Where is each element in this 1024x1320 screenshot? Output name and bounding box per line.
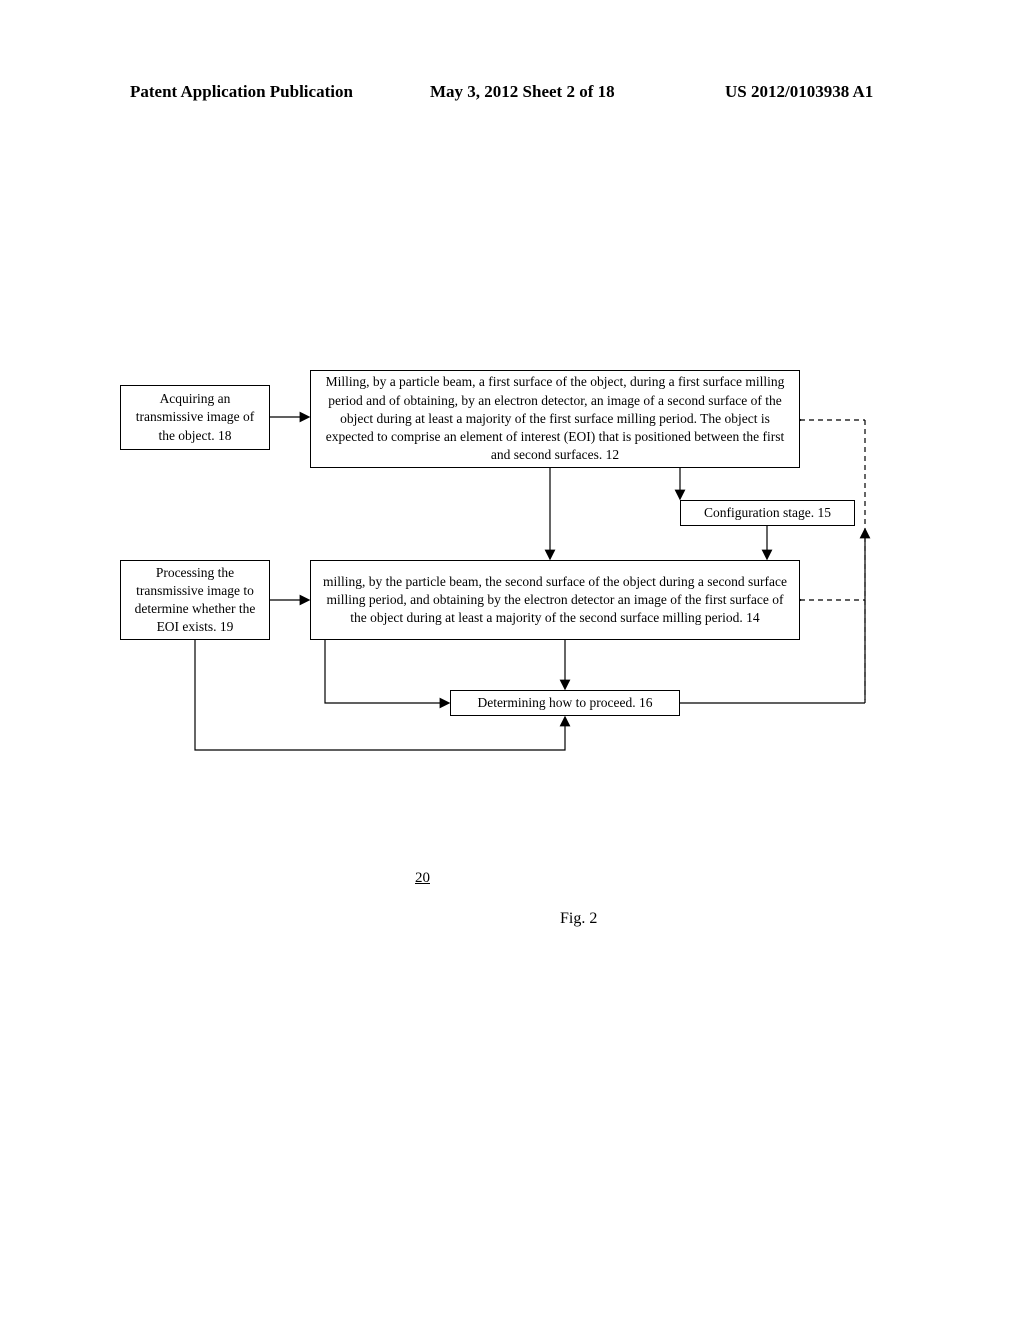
flowchart: Milling, by a particle beam, a first sur… — [120, 370, 910, 830]
box-16-text: Determining how to proceed. 16 — [477, 694, 652, 712]
header-right: US 2012/0103938 A1 — [725, 82, 873, 102]
box-15-text: Configuration stage. 15 — [704, 504, 831, 522]
figure-caption: Fig. 2 — [560, 910, 597, 928]
figure-number-text: 20 — [415, 870, 430, 886]
box-14: milling, by the particle beam, the secon… — [310, 560, 800, 640]
box-19: Processing the transmissive image to det… — [120, 560, 270, 640]
box-12: Milling, by a particle beam, a first sur… — [310, 370, 800, 468]
box-16: Determining how to proceed. 16 — [450, 690, 680, 716]
box-15: Configuration stage. 15 — [680, 500, 855, 526]
box-14-text: milling, by the particle beam, the secon… — [321, 573, 789, 628]
header-mid: May 3, 2012 Sheet 2 of 18 — [430, 82, 615, 102]
box-18-text: Acquiring an transmissive image of the o… — [131, 390, 259, 445]
figure-caption-text: Fig. 2 — [560, 910, 597, 927]
box-18: Acquiring an transmissive image of the o… — [120, 385, 270, 450]
box-19-text: Processing the transmissive image to det… — [131, 564, 259, 637]
header-left: Patent Application Publication — [130, 82, 353, 102]
figure-number: 20 — [415, 870, 430, 887]
box-12-text: Milling, by a particle beam, a first sur… — [321, 373, 789, 464]
